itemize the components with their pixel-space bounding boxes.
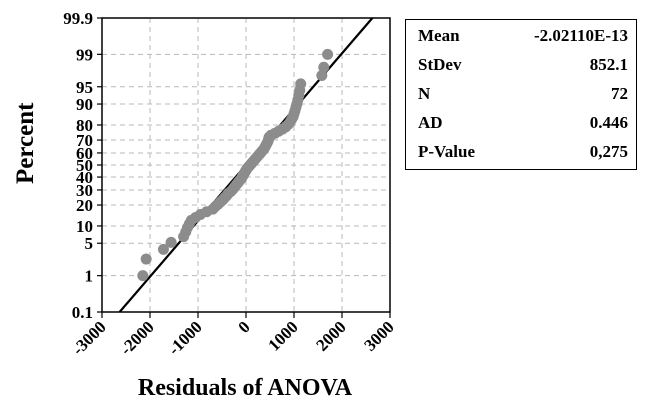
y-tick-label: 80 (76, 116, 93, 135)
x-tick-label: 2000 (312, 317, 349, 354)
x-tick-label: -3000 (68, 317, 109, 358)
stat-value: 852.1 (589, 55, 628, 74)
stat-value: 0,275 (589, 142, 628, 161)
y-axis-label: Percent (12, 102, 39, 184)
y-tick-label: 70 (76, 131, 93, 150)
stat-row-n: N 72 (406, 84, 636, 110)
stat-label: Mean (418, 26, 460, 45)
data-point (137, 270, 149, 282)
data-points (137, 48, 334, 282)
data-point (295, 78, 307, 90)
data-point (165, 236, 177, 248)
stat-row-mean: Mean -2.02110E-13 (406, 26, 636, 52)
data-point (157, 243, 169, 255)
stat-value: 72 (611, 84, 628, 103)
stat-label: N (418, 84, 431, 103)
y-tick-label: 1 (85, 267, 94, 286)
y-tick-label: 90 (76, 95, 93, 114)
y-tick-label: 40 (76, 168, 93, 187)
stat-value: -2.02110E-13 (534, 26, 628, 45)
x-tick-label: 3000 (360, 317, 397, 354)
stat-value: 0.446 (589, 113, 628, 132)
stat-row-stdev: StDev 852.1 (406, 55, 636, 81)
x-axis-label: Residuals of ANOVA (137, 375, 353, 401)
y-tick-label: 5 (85, 234, 94, 253)
y-tick-label: 50 (76, 156, 93, 175)
y-tick-label: 10 (76, 217, 93, 236)
stats-box: Mean -2.02110E-13 StDev 852.1 N 72 AD 0.… (405, 19, 637, 170)
y-tick-label: 0.1 (72, 303, 93, 322)
stat-row-ad: AD 0.446 (406, 113, 636, 139)
y-tick-label: 99.9 (63, 9, 93, 28)
y-tick-label: 95 (76, 78, 93, 97)
stat-label: StDev (418, 55, 462, 74)
stat-row-p-value: P-Value 0,275 (406, 142, 636, 168)
data-point (318, 61, 330, 73)
data-point (322, 48, 334, 60)
stat-label: AD (418, 113, 443, 132)
data-point (316, 70, 328, 82)
y-tick-label: 60 (76, 144, 93, 163)
x-axis-ticks: -3000 -2000 -1000 0 1000 2000 3000 (68, 312, 398, 359)
x-tick-label: 0 (234, 317, 253, 336)
x-tick-label: -2000 (116, 317, 157, 358)
stat-label: P-Value (418, 142, 475, 161)
y-tick-label: 99 (76, 45, 93, 64)
x-tick-label: -1000 (164, 317, 205, 358)
y-tick-label: 20 (76, 196, 93, 215)
y-tick-label: 30 (76, 181, 93, 200)
x-tick-label: 1000 (264, 317, 301, 354)
data-point (140, 253, 152, 265)
